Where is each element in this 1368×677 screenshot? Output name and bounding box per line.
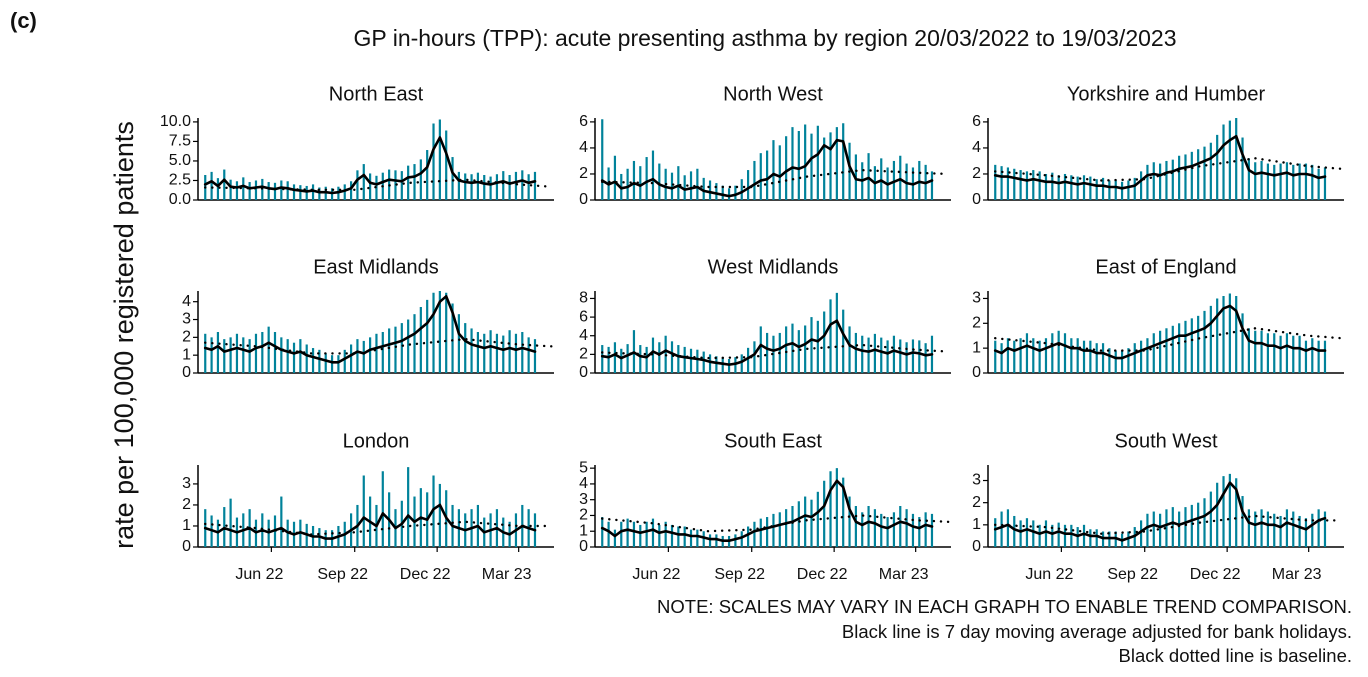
x-tick-label: Sep 22 [1107, 566, 1158, 583]
note: Black dotted line is baseline. [1119, 645, 1352, 666]
y-tick-label: 0 [182, 364, 191, 381]
x-tick-label: Sep 22 [714, 566, 765, 583]
y-tick-label: 1 [972, 339, 981, 356]
y-tick-label: 2 [182, 329, 191, 346]
y-tick-label: 1 [579, 522, 588, 539]
baseline [204, 178, 553, 191]
x-tick-label: Jun 22 [632, 566, 680, 583]
panel-title: East of England [1095, 256, 1236, 278]
y-tick-label: 2 [579, 507, 588, 524]
y-tick-label: 2 [579, 165, 588, 182]
y-tick-label: 3 [972, 290, 981, 307]
moving-average [600, 479, 934, 542]
y-tick-label: 2 [972, 165, 981, 182]
y-tick-label: 5 [579, 459, 588, 476]
note: NOTE: SCALES MAY VARY IN EACH GRAPH TO E… [657, 596, 1352, 617]
y-tick-label: 2 [182, 496, 191, 513]
y-tick-label: 0 [579, 191, 588, 208]
y-tick-label: 4 [579, 139, 588, 156]
baseline [994, 327, 1343, 352]
baseline [601, 168, 950, 189]
y-tick-label: 0 [972, 191, 981, 208]
y-tick-label: 2 [579, 346, 588, 363]
y-tick-label: 0 [972, 364, 981, 381]
x-tick-label: Dec 22 [797, 566, 848, 583]
panel-title: South East [724, 430, 822, 452]
moving-average [993, 134, 1327, 190]
panel-title: North West [723, 83, 823, 105]
y-tick-label: 0 [579, 364, 588, 381]
x-tick-label: Mar 23 [1272, 566, 1322, 583]
y-tick-label: 2 [972, 494, 981, 511]
y-tick-label: 1 [972, 516, 981, 533]
y-tick-label: 0 [579, 538, 588, 555]
y-tick-label: 10.0 [160, 113, 191, 130]
moving-average [993, 304, 1327, 360]
panel-title: South West [1114, 430, 1217, 452]
moving-average [203, 136, 537, 195]
panel-title: East Midlands [313, 256, 439, 278]
x-tick-label: Dec 22 [1190, 566, 1241, 583]
panel-title: Yorkshire and Humber [1067, 83, 1266, 105]
y-tick-label: 6 [579, 308, 588, 325]
baseline [204, 520, 553, 536]
moving-average [600, 319, 934, 366]
y-tick-label: 4 [182, 293, 191, 310]
baseline [204, 337, 553, 355]
panel-title: North East [329, 83, 424, 105]
y-tick-label: 0 [972, 538, 981, 555]
panel-title: West Midlands [708, 256, 839, 278]
baseline [994, 514, 1343, 535]
y-tick-label: 2.5 [169, 172, 191, 189]
x-tick-label: Mar 23 [482, 566, 532, 583]
baseline [601, 514, 950, 533]
x-tick-label: Jun 22 [235, 566, 283, 583]
x-tick-label: Jun 22 [1025, 566, 1073, 583]
x-tick-label: Dec 22 [400, 566, 451, 583]
y-tick-label: 3 [579, 491, 588, 508]
panel-label: (c) [10, 8, 37, 33]
y-tick-label: 8 [579, 290, 588, 307]
y-tick-label: 4 [579, 327, 588, 344]
y-tick-label: 6 [579, 113, 588, 130]
moving-average [203, 503, 537, 540]
chart-title: GP in-hours (TPP): acute presenting asth… [354, 25, 1177, 51]
baseline [601, 343, 950, 360]
moving-average [600, 138, 934, 198]
y-tick-label: 3 [182, 475, 191, 492]
moving-average [203, 295, 537, 364]
moving-average [993, 481, 1327, 542]
panel-title: London [343, 430, 410, 452]
y-tick-label: 5.0 [169, 152, 191, 169]
note: Black line is 7 day moving average adjus… [842, 621, 1352, 642]
y-tick-label: 3 [182, 311, 191, 328]
y-tick-label: 7.5 [169, 133, 191, 150]
x-tick-label: Sep 22 [317, 566, 368, 583]
baseline [994, 157, 1343, 182]
y-tick-label: 6 [972, 113, 981, 130]
y-tick-label: 4 [579, 475, 588, 492]
y-tick-label: 1 [182, 346, 191, 363]
y-tick-label: 0.0 [169, 191, 191, 208]
y-tick-label: 4 [972, 139, 981, 156]
x-tick-label: Mar 23 [879, 566, 929, 583]
y-tick-label: 0 [182, 538, 191, 555]
y-axis-label: rate per 100,000 registered patients [109, 121, 139, 549]
y-tick-label: 3 [972, 472, 981, 489]
y-tick-label: 2 [972, 315, 981, 332]
y-tick-label: 1 [182, 517, 191, 534]
